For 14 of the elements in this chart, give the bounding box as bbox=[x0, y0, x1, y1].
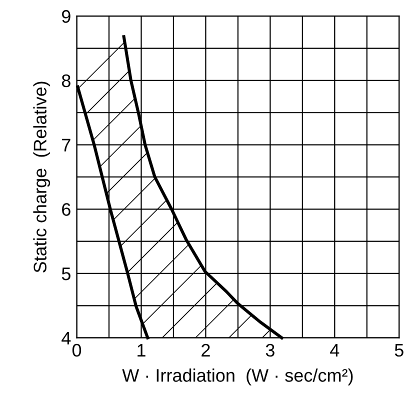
y-tick-label: 9 bbox=[62, 10, 70, 23]
x-axis-title: W · Irradiation (W · sec/cm²) bbox=[122, 368, 353, 386]
x-tick-label: 1 bbox=[138, 344, 146, 356]
x-tick-label: 3 bbox=[266, 344, 274, 357]
y-tick-label: 6 bbox=[62, 203, 70, 216]
y-tick-label: 8 bbox=[62, 74, 70, 88]
x-tick-label: 4 bbox=[330, 344, 340, 356]
y-tick-label: 5 bbox=[62, 268, 70, 280]
x-tick-label: 0 bbox=[72, 344, 82, 357]
y-tick-label: 4 bbox=[62, 332, 71, 344]
x-tick-label: 5 bbox=[394, 344, 404, 357]
x-tick-label: 2 bbox=[202, 344, 210, 356]
y-axis-title: Static charge (Relative) bbox=[33, 82, 50, 272]
y-tick-label: 7 bbox=[62, 138, 70, 152]
